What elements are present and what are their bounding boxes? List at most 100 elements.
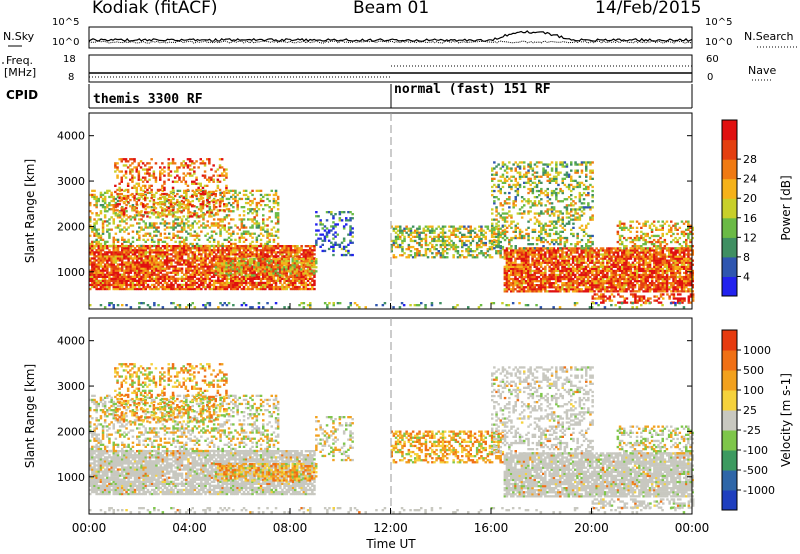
power-cell <box>171 160 175 163</box>
power-cell <box>89 218 92 221</box>
power-cell <box>176 261 180 264</box>
power-cell <box>170 275 173 278</box>
power-cell <box>567 275 571 279</box>
power-cell <box>253 197 256 201</box>
power-cell <box>488 245 492 249</box>
power-cell <box>265 266 269 269</box>
power-cell <box>480 233 483 236</box>
power-cell <box>152 176 156 179</box>
power-cell <box>259 199 263 203</box>
power-cell <box>221 268 224 271</box>
power-cell <box>255 238 259 241</box>
power-cell <box>394 237 398 241</box>
power-cell <box>306 272 309 275</box>
power-cell <box>582 282 586 285</box>
beam-title: Beam 01 <box>353 0 430 18</box>
power-cell <box>428 250 432 253</box>
power-cell <box>139 188 143 192</box>
power-cell <box>527 247 530 250</box>
power-cell <box>599 271 603 275</box>
power-cell <box>471 229 475 232</box>
power-cell <box>552 277 556 281</box>
power-cell <box>580 249 583 252</box>
power-cell <box>537 269 541 273</box>
power-cell <box>461 233 464 236</box>
power-cell <box>215 281 218 285</box>
power-cell <box>114 244 118 248</box>
power-cell <box>95 251 98 254</box>
power-cell <box>250 274 254 277</box>
power-cell <box>569 247 573 250</box>
power-cell <box>248 258 252 261</box>
power-cell <box>437 239 440 243</box>
power-cell <box>247 275 250 278</box>
power-cell <box>342 225 346 228</box>
power-cell <box>507 284 511 287</box>
power-cell <box>294 287 297 291</box>
power-cell <box>281 277 284 280</box>
power-cell <box>101 285 105 289</box>
power-cell <box>347 249 350 253</box>
power-cell <box>157 271 160 274</box>
power-cell <box>163 196 166 200</box>
power-cell <box>89 257 92 260</box>
power-cell <box>505 280 509 283</box>
power-cell <box>394 231 398 234</box>
power-cell <box>524 275 528 279</box>
power-cell <box>403 227 406 230</box>
power-cell <box>296 245 299 248</box>
power-cell <box>223 224 226 227</box>
power-cell <box>221 277 224 280</box>
power-cell <box>110 208 113 211</box>
power-cell <box>221 265 224 268</box>
power-cell <box>144 172 147 175</box>
power-cell <box>514 277 517 281</box>
power-cell <box>193 279 197 282</box>
power-cell <box>212 218 216 221</box>
power-cell <box>586 263 590 266</box>
power-cell <box>133 287 137 291</box>
power-cell <box>106 267 109 270</box>
power-cell <box>584 282 588 285</box>
power-cell <box>480 227 483 230</box>
power-cell <box>139 203 143 206</box>
power-cell <box>155 265 158 268</box>
power-cell <box>91 257 94 260</box>
power-cell <box>409 227 413 230</box>
power-cell <box>174 201 177 205</box>
power-cell <box>217 247 220 250</box>
power-cell <box>597 255 600 258</box>
power-cell <box>144 273 147 276</box>
power-cell <box>576 284 579 287</box>
power-cell <box>234 197 237 201</box>
power-cell <box>212 255 216 258</box>
power-cell <box>135 190 138 194</box>
power-cell <box>276 255 280 258</box>
power-cell <box>140 251 143 254</box>
power-cell <box>597 269 600 273</box>
power-cell <box>191 261 194 264</box>
power-cell <box>193 212 197 215</box>
power-cell <box>176 216 180 219</box>
power-cell <box>121 283 124 287</box>
power-cell <box>411 235 415 238</box>
power-cell <box>114 209 117 212</box>
power-cell <box>452 248 455 251</box>
power-cell <box>120 180 123 183</box>
power-cell <box>208 261 212 264</box>
power-cell <box>114 190 117 194</box>
power-cell <box>244 230 248 233</box>
power-cell <box>531 251 534 254</box>
power-cell <box>112 208 115 211</box>
power-cell <box>114 275 118 278</box>
power-cell <box>565 275 568 279</box>
power-cell <box>184 174 188 177</box>
power-cell <box>197 249 201 252</box>
power-cell <box>140 253 143 256</box>
power-cell <box>159 238 162 241</box>
power-cell <box>576 290 579 293</box>
power-cell <box>189 261 192 264</box>
power-cell <box>225 255 229 258</box>
power-cell <box>172 234 175 237</box>
power-cell <box>230 281 233 285</box>
